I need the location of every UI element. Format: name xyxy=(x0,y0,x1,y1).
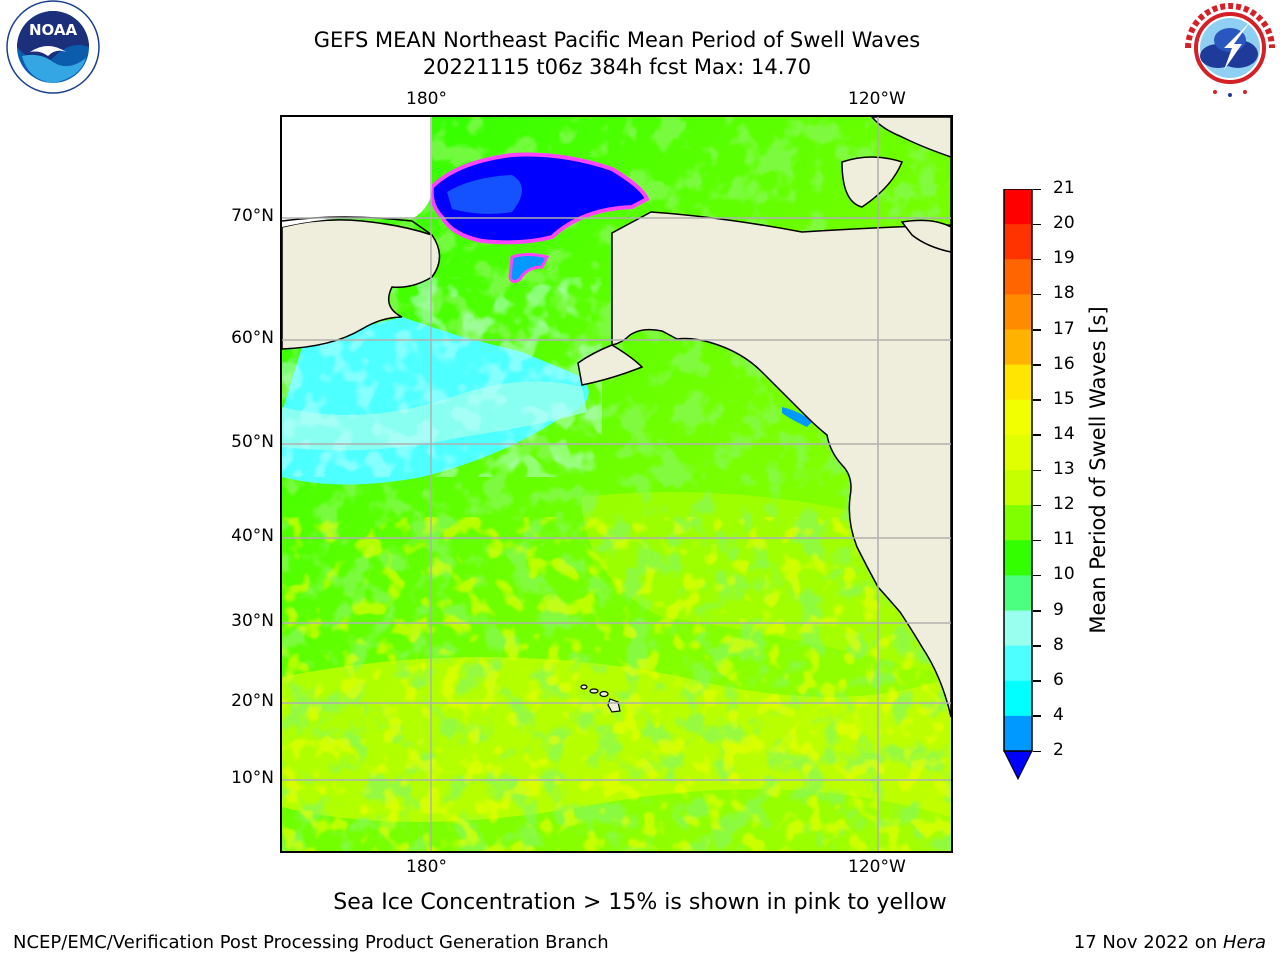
colorbar-tick-label: 15 xyxy=(1053,388,1075,409)
lat-label-30n: 30°N xyxy=(231,611,274,631)
colorbar-tick-mark xyxy=(1033,539,1041,542)
colorbar-tick-label: 11 xyxy=(1053,529,1075,550)
lon-label-top-120w: 120°W xyxy=(848,89,906,109)
colorbar-segment xyxy=(1004,399,1032,436)
graticule xyxy=(282,117,951,851)
colorbar-tick-mark xyxy=(1033,715,1041,717)
colorbar-segment xyxy=(1004,645,1032,682)
colorbar-tick-label: 18 xyxy=(1053,283,1075,304)
lon-label-bottom-180: 180° xyxy=(406,857,447,877)
chart-title: GEFS MEAN Northeast Pacific Mean Period … xyxy=(313,28,921,52)
colorbar-tick-mark xyxy=(1033,750,1041,752)
colorbar-segment xyxy=(1004,470,1032,506)
colorbar-segment xyxy=(1004,434,1032,471)
colorbar-tick-mark xyxy=(1033,574,1041,577)
lat-label-10n: 10°N xyxy=(231,768,274,788)
lat-label-20n: 20°N xyxy=(231,691,274,711)
colorbar-tick-mark xyxy=(1033,504,1041,507)
colorbar-tick-mark xyxy=(1033,364,1041,366)
colorbar-tick-mark xyxy=(1033,434,1041,436)
colorbar-tick-mark xyxy=(1033,188,1041,190)
noaa-logo: NOAA xyxy=(0,0,104,100)
colorbar-tick-label: 12 xyxy=(1053,494,1075,515)
arctic-islands xyxy=(871,117,951,158)
colorbar-tick-mark xyxy=(1033,610,1041,612)
colorbar-segment xyxy=(1004,680,1032,717)
footer-date: 17 Nov 2022 on Hera xyxy=(1074,932,1266,953)
colorbar-tick-label: 10 xyxy=(1053,564,1075,585)
colorbar-segment xyxy=(1004,364,1032,401)
colorbar-segment xyxy=(1004,715,1032,752)
colorbar-tick-label: 21 xyxy=(1053,178,1075,198)
north-america-land xyxy=(611,117,951,718)
colorbar-tick-mark xyxy=(1033,680,1041,682)
nws-logo xyxy=(1180,0,1280,100)
colorbar-tick-mark xyxy=(1033,399,1041,401)
colorbar-tick-label: 6 xyxy=(1053,669,1064,690)
colorbar-segment xyxy=(1004,329,1032,366)
colorbar-tick-mark xyxy=(1033,223,1041,226)
lat-label-40n: 40°N xyxy=(231,526,274,546)
colorbar xyxy=(1003,188,1033,781)
colorbar-title: Mean Period of Swell Waves [s] xyxy=(1086,306,1110,634)
colorbar-segment xyxy=(1004,575,1032,611)
colorbar-tick-mark xyxy=(1033,469,1041,471)
noaa-logo-text: NOAA xyxy=(29,21,78,39)
colorbar-tick-label: 8 xyxy=(1053,634,1064,655)
lon-label-top-180: 180° xyxy=(406,89,447,109)
colorbar-tick-label: 4 xyxy=(1053,704,1064,725)
colorbar-segment xyxy=(1004,294,1032,330)
colorbar-segment xyxy=(1004,610,1032,647)
footer-host: Hera xyxy=(1222,932,1266,953)
lat-label-60n: 60°N xyxy=(231,328,274,348)
colorbar-tick-label: 16 xyxy=(1053,353,1075,374)
colorbar-tick-mark xyxy=(1033,329,1041,331)
map-svg xyxy=(282,117,951,851)
colorbar-extend-arrow xyxy=(1003,750,1033,781)
colorbar-tick-label: 2 xyxy=(1053,740,1064,760)
colorbar-tick-label: 14 xyxy=(1053,423,1075,444)
colorbar-tick-label: 17 xyxy=(1053,318,1075,339)
colorbar-segment xyxy=(1004,505,1032,541)
lat-label-70n: 70°N xyxy=(231,206,274,226)
colorbar-segment xyxy=(1004,189,1032,225)
colorbar-tick-label: 19 xyxy=(1053,248,1075,269)
footer-credit: NCEP/EMC/Verification Post Processing Pr… xyxy=(13,932,609,953)
colorbar-segment xyxy=(1004,259,1032,295)
chukchi-sea-ice xyxy=(429,152,650,245)
colorbar-tick-label: 9 xyxy=(1053,599,1064,620)
alaska-peninsula xyxy=(577,344,644,386)
sea-ice-caption: Sea Ice Concentration > 15% is shown in … xyxy=(333,890,947,915)
lat-label-50n: 50°N xyxy=(231,432,274,452)
chart-subtitle: 20221115 t06z 384h fcst Max: 14.70 xyxy=(422,55,812,79)
colorbar-tick-label: 13 xyxy=(1053,459,1075,479)
colorbar-segment xyxy=(1004,540,1032,576)
siberia-land xyxy=(282,219,441,350)
colorbar-segment xyxy=(1004,224,1032,260)
footer-date-text: 17 Nov 2022 on xyxy=(1073,932,1223,953)
colorbar-tick-mark xyxy=(1033,645,1041,647)
map-panel xyxy=(280,115,953,853)
colorbar-tick-label: 20 xyxy=(1053,213,1075,234)
colorbar-tick-mark xyxy=(1033,293,1041,296)
colorbar-tick-mark xyxy=(1033,258,1041,261)
ocean-texture-2 xyxy=(282,517,951,851)
lon-label-bottom-120w: 120°W xyxy=(848,857,906,877)
